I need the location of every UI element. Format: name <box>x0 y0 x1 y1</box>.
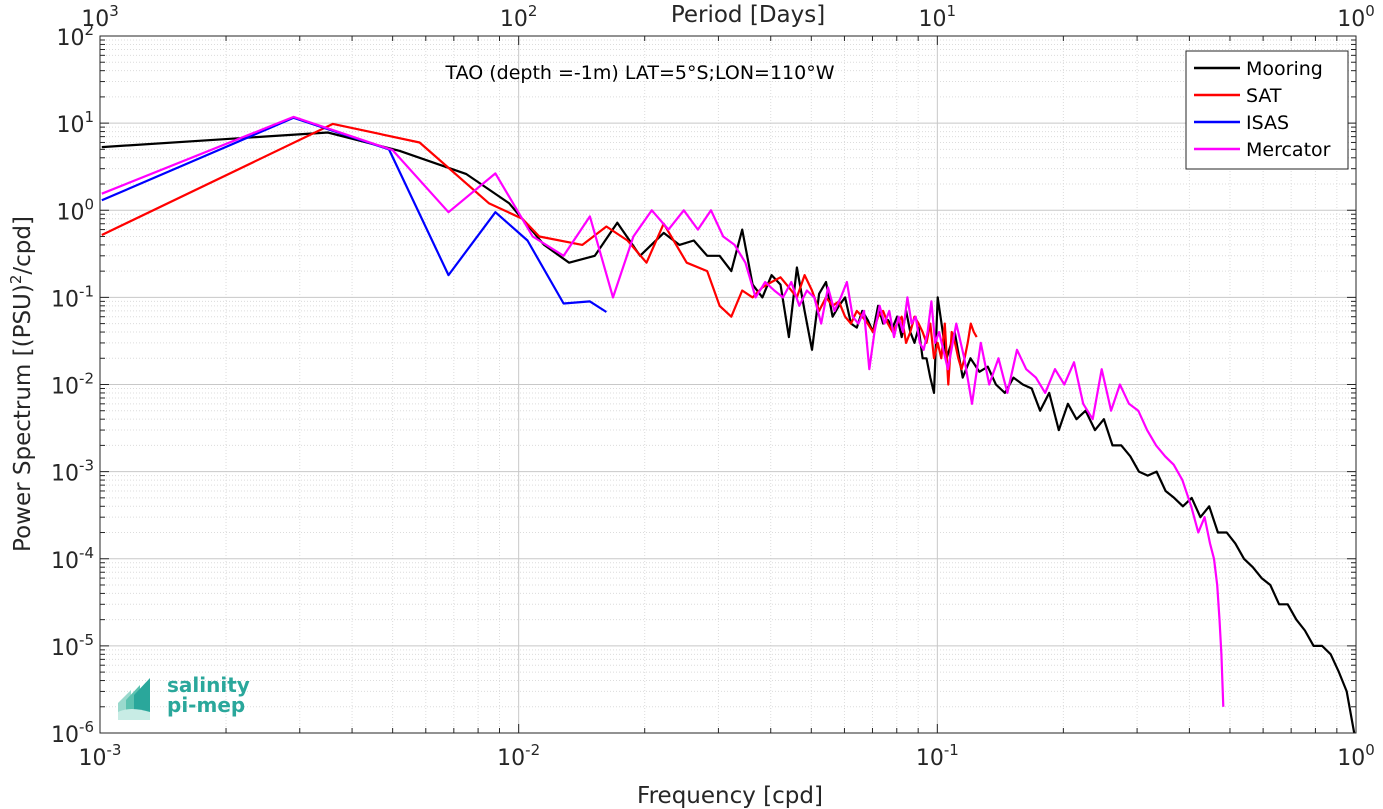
y-axis-label: Power Spectrum [(PSU)2/cpd] <box>7 216 36 552</box>
x-tick-label: 100 <box>1337 741 1375 771</box>
salinity-pi-mep-logo: salinity pi-mep <box>118 673 250 720</box>
legend-label-isas: ISAS <box>1246 112 1289 134</box>
series-layer <box>101 115 1356 733</box>
y-tick-label: 100 <box>56 195 94 225</box>
legend-label-mooring: Mooring <box>1246 58 1323 80</box>
y-tick-label: 10-5 <box>51 631 94 661</box>
top-tick-label: 100 <box>1337 2 1375 32</box>
y-tick-label: 101 <box>56 108 94 138</box>
x-tick-label: 10-2 <box>497 741 540 771</box>
chart-title: TAO (depth =-1m) LAT=5°S;LON=110°W <box>444 62 834 84</box>
y-tick-label: 10-6 <box>51 718 94 748</box>
y-tick-label: 102 <box>56 21 94 51</box>
series-mercator-line <box>101 115 1225 707</box>
legend: Mooring SAT ISAS Mercator <box>1185 50 1349 170</box>
top-tick-label: 103 <box>81 2 119 32</box>
y-tick-label: 10-3 <box>51 457 94 487</box>
logo-text-salinity: salinity <box>167 673 250 697</box>
y-tick-label: 10-1 <box>51 282 94 312</box>
legend-label-sat: SAT <box>1246 85 1282 107</box>
top-axis-label: Period [Days] <box>671 2 825 28</box>
y-tick-label: 10-4 <box>51 544 94 574</box>
x-tick-label: 10-1 <box>916 741 959 771</box>
x-axis-label: Frequency [cpd] <box>637 783 823 809</box>
logo-mark-icon <box>118 678 150 720</box>
top-tick-label: 101 <box>919 2 957 32</box>
legend-label-mercator: Mercator <box>1246 139 1331 161</box>
top-tick-label: 102 <box>500 2 538 32</box>
y-tick-label: 10-2 <box>51 370 94 400</box>
series-mooring-line <box>101 131 1356 733</box>
x-tick-label: 10-3 <box>79 741 122 771</box>
logo-text-pi-mep: pi-mep <box>167 693 245 717</box>
